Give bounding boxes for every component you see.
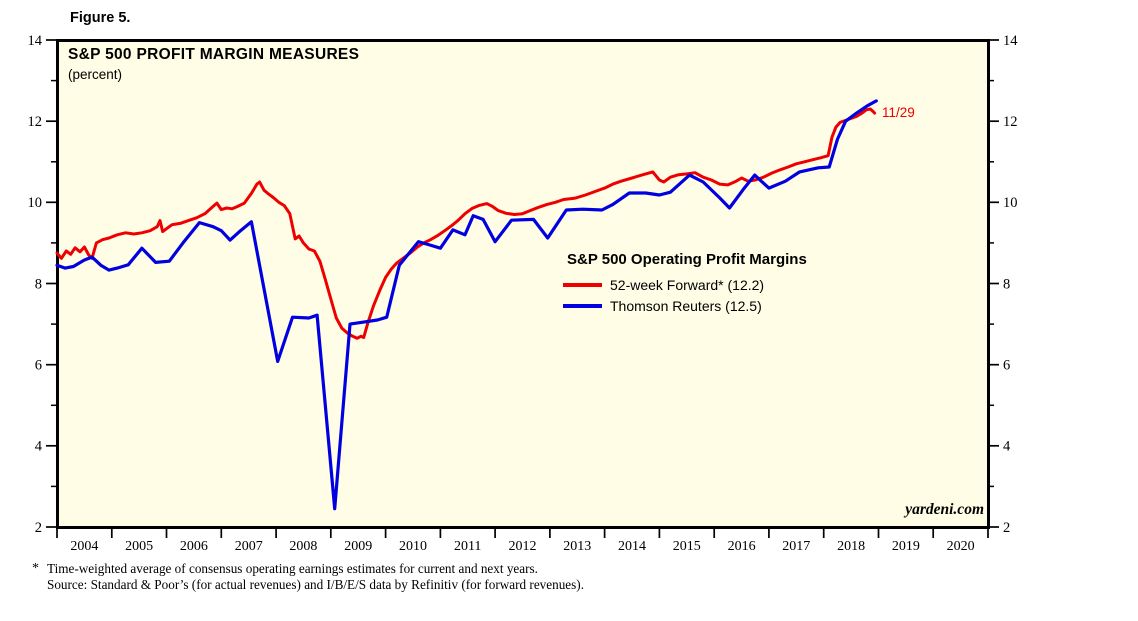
x-axis-year-label: 2020 xyxy=(947,539,975,554)
x-axis-year-label: 2006 xyxy=(180,539,208,554)
footnote-line-2: Source: Standard & Poor’s (for actual re… xyxy=(47,576,584,592)
legend-item-label: 52-week Forward* (12.2) xyxy=(610,276,765,293)
legend-line-swatch-blue xyxy=(563,303,602,308)
plot-area xyxy=(55,38,990,529)
y-axis-label-right: 12 xyxy=(1003,114,1018,130)
y-axis-label-right: 10 xyxy=(1003,195,1018,211)
x-axis-year-label: 2017 xyxy=(782,539,810,554)
y-axis-label-left: 12 xyxy=(28,114,43,130)
y-axis-label-left: 8 xyxy=(35,276,42,292)
watermark: yardeni.com xyxy=(905,501,984,518)
y-axis-label-left: 4 xyxy=(35,439,43,455)
x-axis-year-label: 2009 xyxy=(344,539,372,554)
footnote-marker: * xyxy=(32,561,39,576)
x-axis-year-label: 2013 xyxy=(563,539,591,554)
legend-item-label: Thomson Reuters (12.5) xyxy=(610,297,762,314)
x-axis-year-label: 2018 xyxy=(837,539,865,554)
x-axis-year-label: 2008 xyxy=(289,539,317,554)
y-axis-label-left: 6 xyxy=(35,358,42,374)
legend: S&P 500 Operating Profit Margins 52-week… xyxy=(563,251,807,316)
chart-subtitle: (percent) xyxy=(68,67,123,82)
x-axis-year-label: 2004 xyxy=(70,539,98,554)
y-axis-label-right: 14 xyxy=(1003,33,1018,49)
legend-line-swatch-red xyxy=(563,282,602,287)
x-axis-year-label: 2012 xyxy=(509,539,537,554)
legend-item: 52-week Forward* (12.2) xyxy=(563,274,807,295)
chart-title: S&P 500 PROFIT MARGIN MEASURES xyxy=(68,46,360,63)
footnote: Time-weighted average of consensus opera… xyxy=(47,561,584,593)
y-axis-label-left: 10 xyxy=(28,195,43,211)
x-axis-year-label: 2007 xyxy=(235,539,263,554)
legend-item: Thomson Reuters (12.5) xyxy=(563,295,807,316)
x-axis-year-label: 2015 xyxy=(673,539,701,554)
legend-title: S&P 500 Operating Profit Margins xyxy=(567,251,807,268)
y-axis-label-left: 2 xyxy=(35,520,42,536)
x-axis-year-label: 2014 xyxy=(618,539,646,554)
figure-label: Figure 5. xyxy=(70,10,131,26)
x-axis-year-label: 2010 xyxy=(399,539,427,554)
y-axis-label-right: 4 xyxy=(1003,439,1011,455)
x-axis-year-label: 2019 xyxy=(892,539,920,554)
x-axis-year-label: 2005 xyxy=(125,539,153,554)
x-axis-year-label: 2016 xyxy=(728,539,756,554)
date-annotation: 11/29 xyxy=(882,105,915,120)
footnote-line-1: Time-weighted average of consensus opera… xyxy=(47,561,538,576)
x-axis-year-label: 2011 xyxy=(454,539,481,554)
y-axis-label-left: 14 xyxy=(28,33,43,49)
y-axis-label-right: 6 xyxy=(1003,358,1010,374)
y-axis-label-right: 2 xyxy=(1003,520,1010,536)
y-axis-label-right: 8 xyxy=(1003,276,1010,292)
